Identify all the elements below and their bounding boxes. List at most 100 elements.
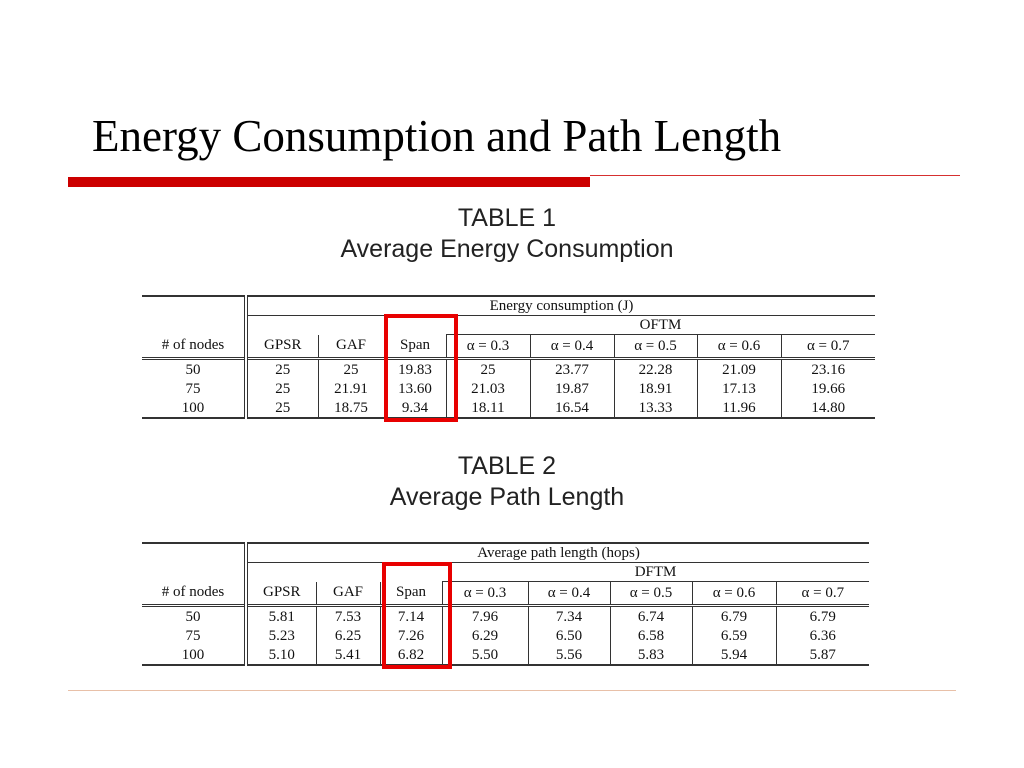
column-header: α = 0.5 [614,334,698,360]
table-cell: 21.03 [446,379,531,398]
energy-consumption-table: Energy consumption (J) OFTM # of nodes G… [142,295,875,419]
column-header: α = 0.3 [442,581,529,607]
span-column-highlight-box [382,562,452,669]
table-cell: 6.79 [692,605,777,626]
table2-column-headers: # of nodes GPSR GAF Span α = 0.3 α = 0.4… [142,581,870,607]
table-cell: 50 [142,605,248,626]
column-header: GPSR [246,334,319,360]
table-cell: 18.11 [446,398,531,419]
table1-column-headers: # of nodes GPSR GAF Span α = 0.3 α = 0.4… [142,334,875,360]
table-cell: 7.96 [442,605,529,626]
table-cell: 5.56 [528,645,611,666]
table-cell: 16.54 [530,398,615,419]
title-underline-thick [68,177,590,187]
column-header: α = 0.7 [781,334,875,360]
table-cell: 7.26 [380,626,443,645]
table-cell: 5.41 [316,645,381,666]
table-cell: 100 [142,398,248,419]
column-header: # of nodes [142,334,248,360]
table-cell: 19.66 [811,380,846,397]
table-cell: 7.34 [528,605,611,626]
table1-caption-name: Average Energy Consumption [340,235,674,263]
table-cell: 25 [318,358,385,379]
table-cell: 5.10 [246,645,317,666]
footer-divider [68,690,956,691]
table-cell: 5.81 [246,605,317,626]
table-cell: 14.80 [781,398,875,419]
table-cell: 13.60 [384,379,447,398]
column-header: Span [380,581,443,607]
table-cell: 21.91 [318,379,385,398]
table2-caption-name: Average Path Length [389,483,625,511]
table-cell: 5.94 [692,645,777,666]
column-header: α = 0.5 [610,581,693,607]
table1-subgroup-header: OFTM [446,315,875,335]
table-cell: 7.53 [316,605,381,626]
table-cell: 9.34 [384,398,447,419]
table1-caption-number: TABLE 1 [457,204,557,232]
table-cell: 5.83 [610,645,693,666]
table-cell: 50 [142,358,248,379]
table-cell: 22.28 [614,358,698,379]
table-cell: 6.58 [610,626,693,645]
table-cell: 5.23 [246,626,317,645]
table-cell: 75 [142,379,248,398]
slide-title: Energy Consumption and Path Length [92,111,782,161]
span-column-highlight-box [384,314,458,422]
table-row: 50 25 25 19.83 25 23.77 22.28 21.09 23.1… [142,358,875,379]
table-cell: 7.14 [380,605,443,626]
column-header: # of nodes [142,581,248,607]
table2-subgroup-header: DFTM [442,562,870,582]
table-cell: 25 [246,358,319,379]
table-cell: 18.75 [318,398,385,419]
column-header: α = 0.6 [697,334,782,360]
table-cell: 21.09 [697,358,782,379]
table-cell: 5.87 [776,645,870,666]
column-header: GAF [316,581,381,607]
table2-caption: TABLE 2 Average Path Length [300,451,714,513]
table-cell: 17.13 [697,379,782,398]
table1-group-header: Energy consumption (J) [246,295,875,316]
table-cell: 75 [142,626,248,645]
table-row: 75 25 21.91 13.60 21.03 19.87 18.91 17.1… [142,379,875,398]
table-cell: 19.87 [530,379,615,398]
table-cell: 23.16 [811,361,846,378]
table-cell: 11.96 [697,398,782,419]
column-header: α = 0.7 [776,581,870,607]
table2-caption-number: TABLE 2 [457,452,557,480]
table-cell: 6.74 [610,605,693,626]
table-row: 100 5.10 5.41 6.82 5.50 5.56 5.83 5.94 5… [142,645,870,666]
table-cell: 6.59 [692,626,777,645]
column-header: GAF [318,334,385,360]
column-header: Span [384,334,447,360]
column-header: GPSR [246,581,317,607]
column-header: α = 0.6 [692,581,777,607]
table-cell: 6.36 [809,627,836,644]
table2-corner-cell [142,542,248,563]
table-cell: 6.50 [528,626,611,645]
column-header: α = 0.4 [530,334,615,360]
table-cell: 13.33 [614,398,698,419]
table-row: 100 25 18.75 9.34 18.11 16.54 13.33 11.9… [142,398,875,419]
column-header: α = 0.3 [446,334,531,360]
table-row: 50 5.81 7.53 7.14 7.96 7.34 6.74 6.79 6.… [142,605,869,626]
path-length-table: Average path length (hops) DFTM # of nod… [142,542,870,666]
table-cell: 25 [246,379,319,398]
table-cell: 5.50 [442,645,529,666]
table-cell: 100 [142,645,248,666]
table1-corner-cell [142,295,248,316]
table-cell: 6.82 [380,645,443,666]
table-cell: 6.79 [809,608,836,625]
table-cell: 6.25 [316,626,381,645]
title-underline-thin [590,175,960,176]
table-cell: 23.77 [530,358,615,379]
table2-group-header: Average path length (hops) [246,542,870,563]
table1-caption: TABLE 1 Average Energy Consumption [300,203,714,265]
table-cell: 19.83 [384,358,447,379]
table-cell: 25 [446,358,531,379]
table-cell: 6.29 [442,626,529,645]
table-cell: 25 [246,398,319,419]
column-header: α = 0.4 [528,581,611,607]
table-row: 75 5.23 6.25 7.26 6.29 6.50 6.58 6.59 6.… [142,626,869,645]
table-cell: 18.91 [614,379,698,398]
